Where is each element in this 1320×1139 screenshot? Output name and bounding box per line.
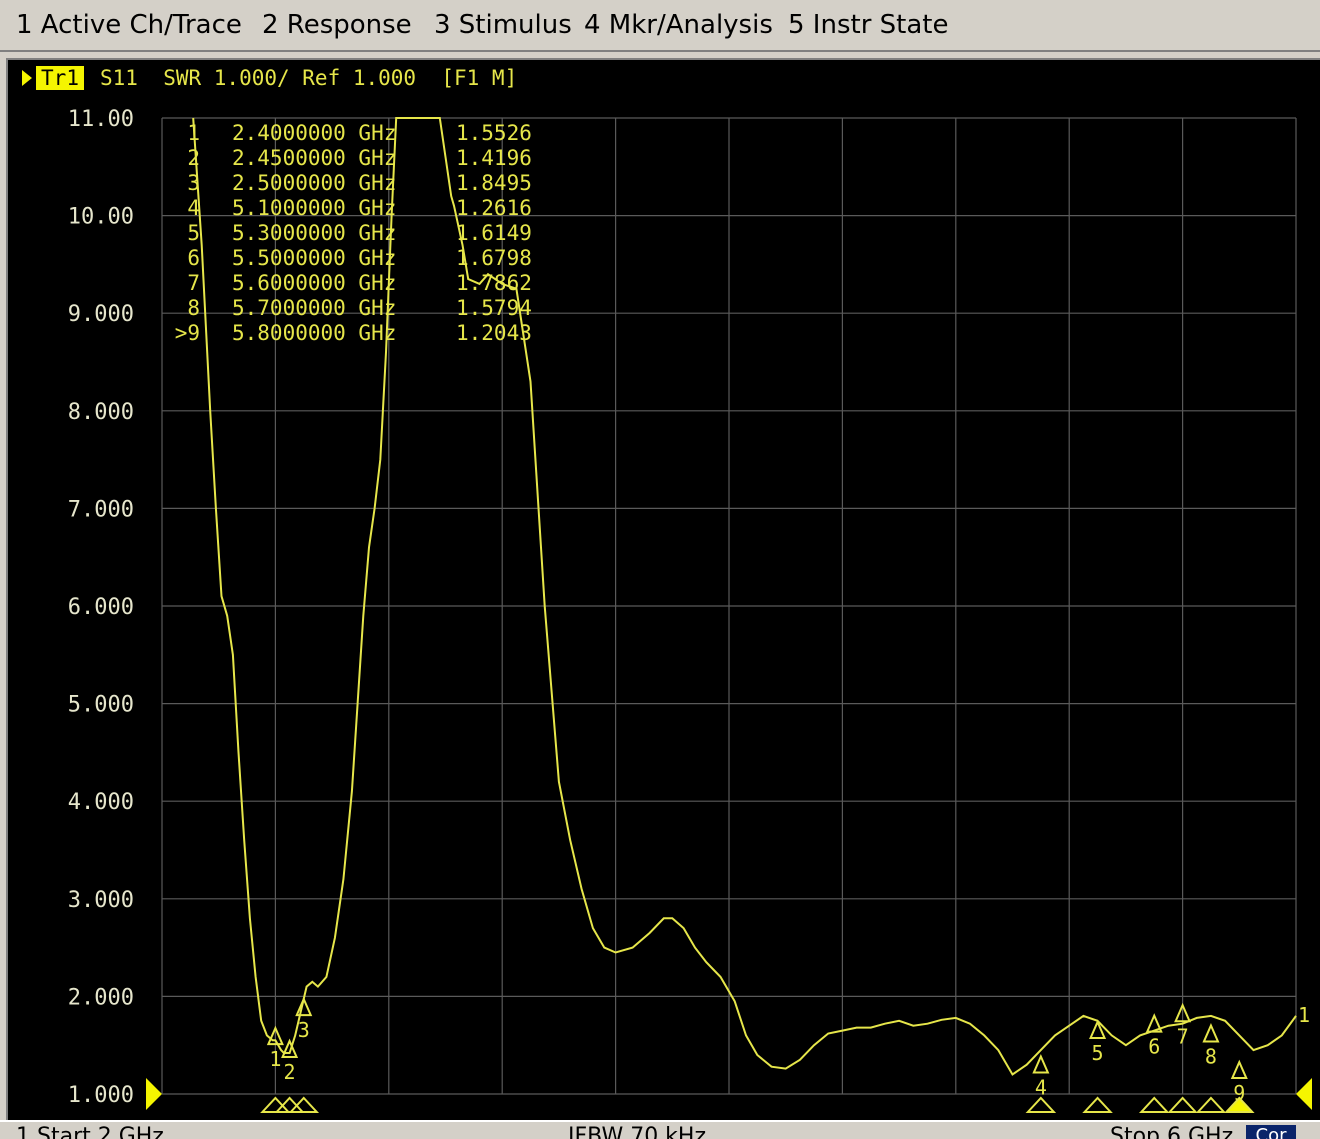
y-tick-label: 7.000 [68,497,134,522]
ref-left-arrow-icon [146,1078,162,1110]
marker-9-label: 9 [1233,1081,1245,1105]
trace-tag: Tr1 [41,66,79,90]
marker-7-axis-triangle-icon [1167,1096,1198,1113]
marker-8-label: 8 [1205,1044,1217,1068]
marker-table-freq: 2.4500000 GHz [232,146,396,170]
marker-8-triangle-icon [1202,1022,1220,1043]
marker-8-axis-triangle-icon [1195,1096,1227,1113]
swr-chart: 11.00 10.00 9.000 8.000 7.000 6.000 5.000 4.000… [22,66,1312,1113]
y-tick-label: 2.000 [68,985,134,1010]
menu-bar: 1 Active Ch/Trace 2 Response 3 Stimulus … [0,0,1320,52]
y-tick-label: 5.000 [68,693,134,718]
marker-table-freq: 2.4000000 GHz [232,121,396,145]
correction-button[interactable]: Cor [1246,1125,1296,1139]
marker-table-freq: 5.6000000 GHz [232,271,396,295]
y-tick-label: 3.000 [68,888,134,913]
marker-9-axis-triangle-icon [1224,1096,1255,1113]
status-stop: Stop 6 GHz [1110,1124,1234,1139]
marker-table-freq: 5.7000000 GHz [232,296,396,320]
menu-mkr-analysis[interactable]: 4 Mkr/Analysis [584,10,773,40]
grid [161,117,1297,1095]
ref-right-arrow-icon [1296,1078,1312,1110]
y-tick-label: 1.000 [68,1083,134,1108]
marker-table-id: 7 [187,271,200,295]
marker-table-freq: 5.3000000 GHz [232,221,396,245]
marker-6-label: 6 [1148,1035,1160,1059]
marker-6-axis-triangle-icon [1138,1096,1170,1113]
marker-table-value: 1.6149 [456,221,532,245]
marker-7-label: 7 [1177,1024,1189,1048]
marker-6-triangle-icon [1145,1013,1163,1033]
marker-table-id: 4 [187,196,200,220]
marker-table-value: 1.4196 [456,146,532,170]
reference-markers [146,1078,1312,1110]
marker-1-label: 1 [269,1047,281,1071]
markers: 123 4 5 6 789 [260,996,1255,1113]
trace-tag-box[interactable] [36,66,84,90]
y-tick-label: 10.00 [68,205,134,230]
status-bar: 1 Start 2 GHz IFBW 70 kHz Stop 6 GHz Cor [0,1120,1320,1139]
marker-5-axis-triangle-icon [1082,1096,1113,1113]
menu-stimulus[interactable]: 3 Stimulus [434,10,572,40]
menu-active-ch-trace[interactable]: 1 Active Ch/Trace [16,10,242,40]
marker-4-label: 4 [1035,1075,1047,1099]
menu-instr-state[interactable]: 5 Instr State [788,10,949,40]
marker-table-value: 1.7862 [456,271,532,295]
marker-4-axis-triangle-icon [1025,1096,1057,1113]
y-tick-label: 6.000 [68,595,134,620]
marker-table-value: 1.2043 [456,321,532,345]
marker-table-freq: 5.5000000 GHz [232,246,396,270]
marker-2-label: 2 [284,1060,296,1084]
marker-4-triangle-icon [1032,1053,1050,1074]
marker-1-axis-triangle-icon [260,1096,291,1113]
marker-5-triangle-icon [1089,1019,1107,1039]
marker-table-id: 6 [187,246,200,270]
trace-header-text: S11 SWR 1.000/ Ref 1.000 [F1 M] [100,66,517,90]
analyzer-screen: 11.00 10.00 9.000 8.000 7.000 6.000 5.000 4.000… [6,58,1320,1120]
marker-table-value: 1.6798 [456,246,532,270]
marker-table-value: 1.8495 [456,171,532,195]
marker-table-id: 2 [187,146,200,170]
marker-1-triangle-icon [266,1025,284,1046]
marker-table-freq: 5.8000000 GHz [232,321,396,345]
marker-2-triangle-icon [281,1038,299,1059]
status-start: 1 Start 2 GHz [16,1124,164,1139]
active-trace-arrow-icon [22,70,32,86]
marker-2-axis-triangle-icon [274,1096,305,1113]
status-ifbw: IFBW 70 kHz [568,1124,707,1139]
y-tick-label: 11.00 [68,107,134,132]
y-tick-label: 8.000 [68,400,134,425]
marker-table-value: 1.2616 [456,196,532,220]
marker-7-triangle-icon [1174,1002,1192,1023]
y-tick-label: 4.000 [68,790,134,815]
trace-end-label: 1 [1298,1003,1310,1027]
marker-table-id: 8 [187,296,200,320]
y-tick-labels: 11.00 10.00 9.000 8.000 7.000 6.000 5.000 4.000… [68,107,134,1108]
marker-table-value: 1.5526 [456,121,532,145]
s11-swr-trace [192,117,1297,1076]
y-tick-label: 9.000 [68,302,134,327]
marker-table-id: >9 [175,321,200,345]
marker-table-freq: 5.1000000 GHz [232,196,396,220]
marker-9-triangle-icon [1230,1059,1248,1080]
marker-3-label: 3 [298,1018,310,1042]
marker-5-label: 5 [1092,1041,1104,1065]
marker-table-id: 5 [187,221,200,245]
marker-3-axis-triangle-icon [288,1096,320,1113]
menu-response[interactable]: 2 Response [262,10,412,40]
marker-3-triangle-icon [295,996,313,1017]
marker-table-freq: 2.5000000 GHz [232,171,396,195]
